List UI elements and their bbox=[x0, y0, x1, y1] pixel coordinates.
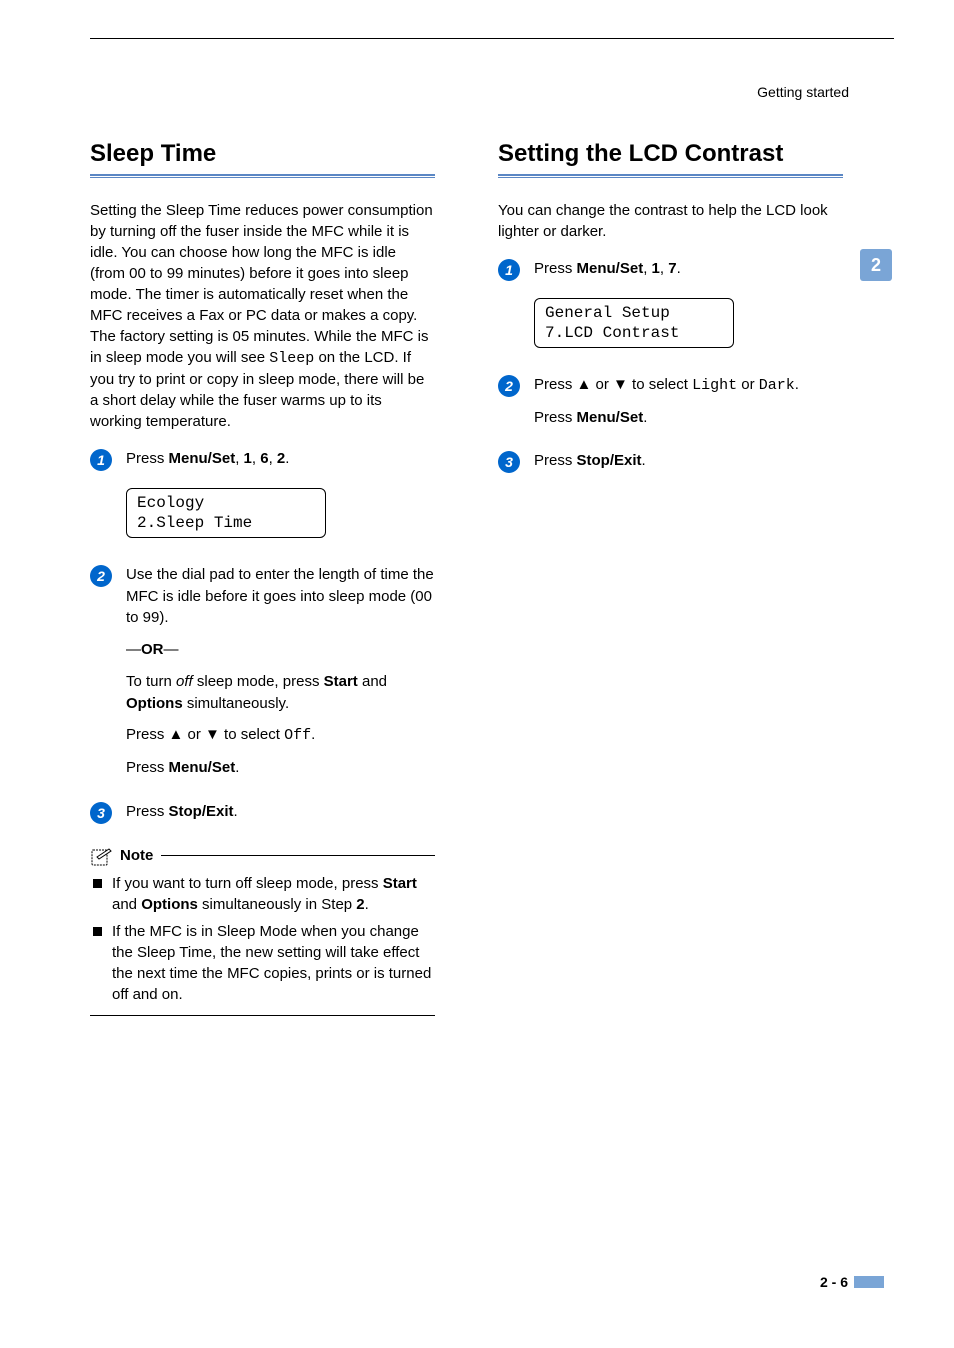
step2-p2: To turn off sleep mode, press Start and … bbox=[126, 671, 435, 715]
stop-exit-label: Stop/Exit bbox=[577, 452, 642, 469]
stop-exit-label: Stop/Exit bbox=[169, 803, 234, 820]
note-icon bbox=[90, 845, 114, 867]
t: and bbox=[358, 673, 387, 690]
t: — bbox=[126, 641, 141, 658]
left-step-2: 2 Use the dial pad to enter the length o… bbox=[90, 564, 435, 789]
step3-text: Press Stop/Exit. bbox=[126, 801, 435, 823]
key: 7 bbox=[668, 260, 676, 277]
t: Press bbox=[534, 409, 577, 426]
intro-text-1: Setting the Sleep Time reduces power con… bbox=[90, 202, 433, 366]
menu-set-label: Menu/Set bbox=[577, 260, 644, 277]
t: — bbox=[164, 641, 179, 658]
t: , bbox=[252, 450, 260, 467]
lcd-contrast-intro: You can change the contrast to help the … bbox=[498, 200, 843, 242]
footer-bar bbox=[854, 1276, 884, 1288]
options-label: Options bbox=[141, 896, 198, 913]
sleep-time-heading: Sleep Time bbox=[90, 140, 435, 176]
top-rule bbox=[90, 38, 894, 39]
off-italic: off bbox=[176, 673, 193, 690]
t: Press bbox=[126, 450, 169, 467]
right-step-1: 1 Press Menu/Set, 1, 7. General Setup 7.… bbox=[498, 258, 843, 362]
page-number: 2 - 6 bbox=[820, 1274, 848, 1290]
menu-set-label: Menu/Set bbox=[577, 409, 644, 426]
left-step-1: 1 Press Menu/Set, 1, 6, 2. Ecology 2.Sle… bbox=[90, 448, 435, 552]
t: Press bbox=[534, 260, 577, 277]
t: . bbox=[642, 452, 646, 469]
menu-set-label: Menu/Set bbox=[169, 450, 236, 467]
off-mono: Off bbox=[284, 727, 311, 744]
t: Press bbox=[126, 759, 169, 776]
right-step-3: 3 Press Stop/Exit. bbox=[498, 450, 843, 482]
step-number-icon: 3 bbox=[498, 451, 520, 473]
rstep2-p1: Press ▲ or ▼ to select Light or Dark. bbox=[534, 374, 843, 397]
step-number-icon: 2 bbox=[498, 375, 520, 397]
t: simultaneously in Step bbox=[198, 896, 356, 913]
t: To turn bbox=[126, 673, 176, 690]
t: , bbox=[269, 450, 277, 467]
note-item-1: If you want to turn off sleep mode, pres… bbox=[90, 873, 435, 915]
step-number-icon: 1 bbox=[498, 259, 520, 281]
t: . bbox=[643, 409, 647, 426]
chapter-tab: 2 bbox=[860, 249, 892, 281]
t: , bbox=[235, 450, 243, 467]
t: or bbox=[737, 376, 759, 393]
t: . bbox=[235, 759, 239, 776]
lcd-display: Ecology 2.Sleep Time bbox=[126, 488, 326, 538]
note-block: Note If you want to turn off sleep mode,… bbox=[90, 845, 435, 1016]
step2-p1: Use the dial pad to enter the length of … bbox=[126, 564, 435, 629]
note-title: Note bbox=[120, 847, 153, 864]
key: 1 bbox=[244, 450, 252, 467]
step2-or: —OR— bbox=[126, 639, 435, 661]
step-ref: 2 bbox=[356, 896, 364, 913]
dark-mono: Dark bbox=[759, 377, 795, 394]
t: Press bbox=[534, 452, 577, 469]
key: 6 bbox=[260, 450, 268, 467]
start-label: Start bbox=[324, 673, 358, 690]
step-number-icon: 3 bbox=[90, 802, 112, 824]
sleep-time-intro: Setting the Sleep Time reduces power con… bbox=[90, 200, 435, 432]
step-number-icon: 2 bbox=[90, 565, 112, 587]
t: Press bbox=[126, 803, 169, 820]
t: . bbox=[285, 450, 289, 467]
t: . bbox=[677, 260, 681, 277]
key: 2 bbox=[277, 450, 285, 467]
t: . bbox=[234, 803, 238, 820]
start-label: Start bbox=[383, 875, 417, 892]
step1-text: Press Menu/Set, 1, 6, 2. bbox=[126, 448, 435, 470]
right-step-2: 2 Press ▲ or ▼ to select Light or Dark. … bbox=[498, 374, 843, 439]
intro-mono-sleep: Sleep bbox=[269, 350, 314, 367]
right-column: Setting the LCD Contrast You can change … bbox=[498, 140, 843, 494]
rstep3-text: Press Stop/Exit. bbox=[534, 450, 843, 472]
light-mono: Light bbox=[692, 377, 737, 394]
t: , bbox=[643, 260, 651, 277]
header-breadcrumb: Getting started bbox=[757, 84, 849, 100]
page-footer: 2 - 6 bbox=[820, 1274, 884, 1290]
note-bottom-rule bbox=[90, 1015, 435, 1016]
lcd-display: General Setup 7.LCD Contrast bbox=[534, 298, 734, 348]
step2-p4: Press Menu/Set. bbox=[126, 757, 435, 779]
options-label: Options bbox=[126, 695, 183, 712]
note-item-2: If the MFC is in Sleep Mode when you cha… bbox=[90, 921, 435, 1005]
t: . bbox=[365, 896, 369, 913]
or-label: OR bbox=[141, 641, 164, 658]
step2-p3: Press ▲ or ▼ to select Off. bbox=[126, 724, 435, 747]
t: . bbox=[795, 376, 799, 393]
menu-set-label: Menu/Set bbox=[169, 759, 236, 776]
left-column: Sleep Time Setting the Sleep Time reduce… bbox=[90, 140, 435, 1016]
left-step-3: 3 Press Stop/Exit. bbox=[90, 801, 435, 833]
t: sleep mode, press bbox=[193, 673, 324, 690]
lcd-contrast-heading: Setting the LCD Contrast bbox=[498, 140, 843, 176]
note-rule bbox=[161, 855, 435, 856]
rstep1-text: Press Menu/Set, 1, 7. bbox=[534, 258, 843, 280]
t: Press ▲ or ▼ to select bbox=[534, 376, 692, 393]
rstep2-p2: Press Menu/Set. bbox=[534, 407, 843, 429]
step-number-icon: 1 bbox=[90, 449, 112, 471]
t: , bbox=[660, 260, 668, 277]
t: simultaneously. bbox=[183, 695, 289, 712]
t: . bbox=[311, 726, 315, 743]
key: 1 bbox=[652, 260, 660, 277]
t: If you want to turn off sleep mode, pres… bbox=[112, 875, 383, 892]
t: and bbox=[112, 896, 141, 913]
t: Press ▲ or ▼ to select bbox=[126, 726, 284, 743]
